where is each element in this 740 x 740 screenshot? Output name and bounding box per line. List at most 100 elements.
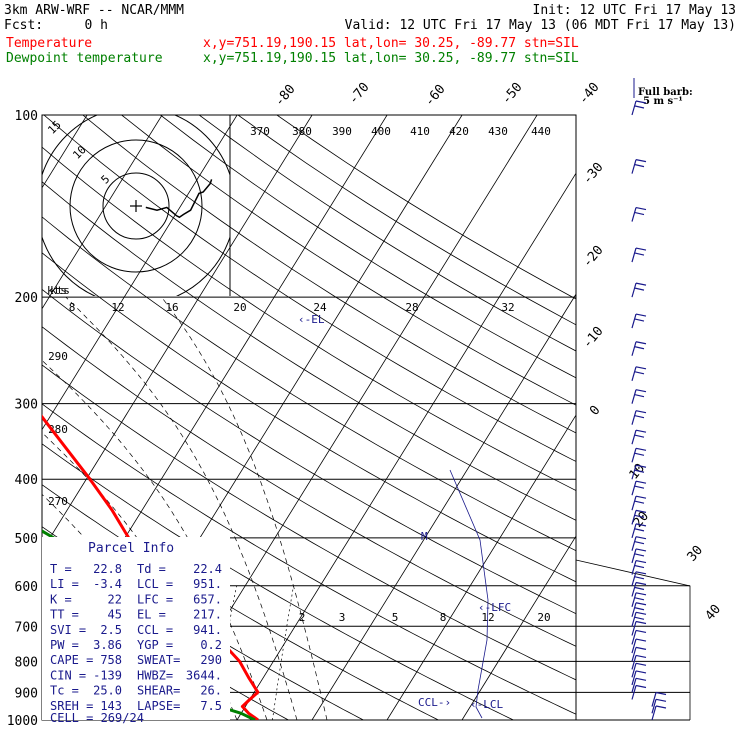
wind-barb <box>631 206 647 222</box>
level-m-label: M <box>421 530 428 543</box>
isotherm-line <box>461 535 576 720</box>
isotherm-tick-label: -30 <box>580 160 607 188</box>
wind-barb <box>631 523 647 539</box>
wind-barb <box>631 592 647 607</box>
parcel-info-cell: -139 <box>93 668 122 682</box>
parcel-info-cell: 7.5 <box>200 699 222 713</box>
dry-adiabat-line <box>160 115 576 379</box>
theta-tick-label: 400 <box>371 125 391 138</box>
parcel-info-cell: LCL = <box>137 577 173 591</box>
parcel-info-cell: 941. <box>193 623 222 637</box>
init-time: Init: 12 UTC Fri 17 May 13 <box>533 3 737 18</box>
parcel-info-cell: 26. <box>200 684 222 698</box>
dry-adiabat-line <box>198 115 576 352</box>
hodograph-ring <box>69 139 203 273</box>
wind-barb <box>631 159 647 174</box>
wind-barb <box>631 389 647 404</box>
barb-note-line2: 5 m s⁻¹ <box>643 96 683 107</box>
parcel-info-cell: 25.0 <box>93 684 122 698</box>
wind-barb <box>631 620 647 636</box>
moist-adiabat-line <box>65 296 298 720</box>
wind-barb <box>631 670 647 686</box>
wind-barb <box>631 429 647 445</box>
mixing-ratio-label: 8 <box>440 611 447 624</box>
dry-adiabat-line <box>82 115 576 434</box>
legend-temperature-info: x,y=751.19,190.15 lat,lon= 30.25, -89.77… <box>203 36 579 51</box>
isotherm-line <box>42 115 313 552</box>
hodograph-ring-label: 15 <box>45 118 64 137</box>
dry-adiabat-line <box>42 403 576 715</box>
dry-adiabat-line <box>42 443 515 720</box>
dry-adiabat-line <box>42 364 576 681</box>
parcel-info-cell: TT = <box>50 608 79 622</box>
theta-tick-label: 440 <box>531 125 551 138</box>
parcel-info-cell: SHEAR= <box>137 684 180 698</box>
wind-barb <box>631 495 647 511</box>
wind-barb <box>631 509 647 525</box>
parcel-path <box>449 469 489 719</box>
isotherm-tick-label: -70 <box>346 80 373 108</box>
model-title: 3km ARW-WRF -- NCAR/MMM <box>4 3 184 18</box>
parcel-info-cell: LFC = <box>137 592 173 606</box>
dry-adiabat-line <box>42 146 576 492</box>
theta-left-label: 270 <box>48 495 68 508</box>
pressure-tick-label: 100 <box>15 109 38 124</box>
level-ccl-label: CCL-› <box>418 696 451 709</box>
dry-adiabat-line <box>237 115 576 326</box>
parcel-info-cell: 22.8 <box>93 562 122 576</box>
dry-adiabat-line <box>42 181 576 521</box>
parcel-info-cell: SREH = <box>50 699 93 713</box>
wind-barb <box>631 662 647 678</box>
wind-barb <box>631 677 647 693</box>
moist-adiabat-label: 16 <box>165 301 178 314</box>
theta-tick-label: 380 <box>292 125 312 138</box>
wind-barbs <box>631 78 667 721</box>
legend-dewpoint-info: x,y=751.19,190.15 lat,lon= 30.25, -89.77… <box>203 51 579 66</box>
parcel-info-cell: Td = <box>137 562 166 576</box>
mixing-ratio-line <box>272 585 294 720</box>
pressure-tick-label: 400 <box>15 473 38 488</box>
dry-adiabat-line <box>0 115 8 733</box>
parcel-info-cell: SVI = <box>50 623 86 637</box>
parcel-cell: CELL = 269/24 <box>50 711 144 725</box>
isotherm-tick-label: 40 <box>703 602 725 624</box>
parcel-info-cell: LAPSE= <box>137 699 180 713</box>
pressure-tick-label: 900 <box>15 686 38 701</box>
mixing-ratio-label: 20 <box>537 611 550 624</box>
fcst-value: 0 h <box>85 18 108 33</box>
isotherm-line <box>386 414 576 720</box>
parcel-info-title: Parcel Info <box>88 541 174 556</box>
wind-barb <box>631 282 647 298</box>
pressure-tick-label: 700 <box>15 620 38 635</box>
parcel-info-cell: HWBZ= <box>137 668 173 682</box>
moist-adiabat-label: 20 <box>233 301 246 314</box>
parcel-info-cell: CCL = <box>137 623 173 637</box>
wind-barb <box>631 571 647 586</box>
theta-left-label: 290 <box>48 350 68 363</box>
moist-adiabat-label: 32 <box>501 301 514 314</box>
dry-adiabat-line <box>42 252 576 583</box>
fcst-label: Fcst: <box>4 18 43 33</box>
pressure-tick-label: 500 <box>15 532 38 547</box>
parcel-info-cell: 3.86 <box>93 638 122 652</box>
parcel-info-cell: YGP = <box>137 638 173 652</box>
mixing-ratio-label: 5 <box>392 611 399 624</box>
wind-barb <box>631 602 647 617</box>
valid-time: Valid: 12 UTC Fri 17 May 13 (06 MDT Fri … <box>345 18 736 33</box>
wind-barb <box>631 548 647 564</box>
wind-barb <box>631 638 647 654</box>
wind-barb <box>631 341 647 356</box>
theta-tick-label: 430 <box>488 125 508 138</box>
parcel-info-cell: CIN = <box>50 668 86 682</box>
legend-dewpoint-name: Dewpoint temperature <box>6 51 163 66</box>
isotherm-tick-label: 30 <box>685 543 707 565</box>
hodograph-ring-label: 5 <box>99 173 113 187</box>
isotherm-line <box>311 293 576 720</box>
moist-adiabat-label: 28 <box>405 301 418 314</box>
wind-barb <box>631 654 647 670</box>
pressure-tick-label: 200 <box>15 291 38 306</box>
dry-adiabat-line <box>42 326 576 647</box>
hodograph-units: kts <box>47 284 67 297</box>
hodograph-ring-label: 10 <box>70 143 89 162</box>
isotherm-line <box>0 115 12 720</box>
